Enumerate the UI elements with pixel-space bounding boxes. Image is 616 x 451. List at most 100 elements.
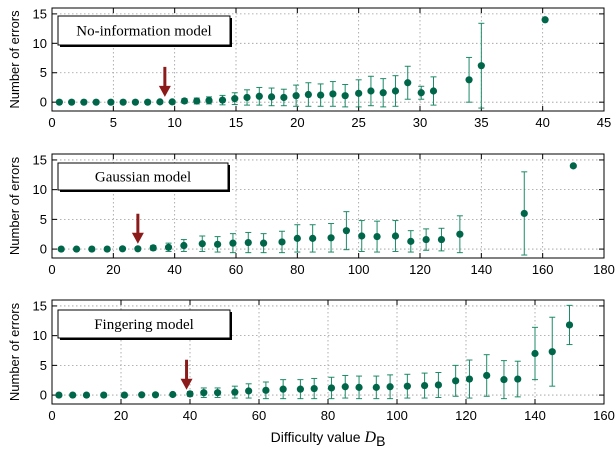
- data-point: [309, 234, 317, 242]
- x-tick-label: 40: [535, 115, 549, 130]
- x-tick-label: 25: [351, 115, 365, 130]
- x-tick-label: 180: [593, 262, 615, 277]
- data-point: [296, 385, 304, 393]
- data-point: [149, 244, 157, 252]
- data-point: [82, 391, 91, 399]
- data-point: [55, 391, 63, 399]
- data-point: [565, 321, 574, 329]
- data-point: [120, 391, 129, 399]
- y-axis-label: Number of errors: [7, 10, 22, 109]
- data-point: [452, 377, 460, 385]
- x-tick-label: 100: [386, 408, 408, 423]
- data-point: [92, 98, 100, 106]
- data-point: [267, 93, 276, 101]
- axes-frame: [51, 7, 605, 112]
- y-tick-label: 0: [40, 242, 47, 257]
- data-point: [244, 238, 252, 247]
- data-point: [514, 375, 522, 383]
- data-point: [245, 387, 253, 395]
- data-point: [355, 383, 363, 391]
- data-point: [164, 243, 173, 251]
- data-point: [103, 245, 111, 253]
- data-point: [520, 209, 528, 218]
- y-tick-label: 5: [40, 212, 47, 227]
- model-label: Fingering model: [94, 317, 194, 333]
- label-box: [57, 15, 231, 46]
- data-point: [243, 93, 251, 102]
- data-point: [260, 239, 268, 247]
- data-point: [107, 98, 115, 106]
- data-point: [292, 92, 300, 100]
- x-tick-label: 40: [167, 262, 181, 277]
- data-point: [68, 98, 76, 106]
- x-tick-label: 100: [348, 262, 370, 277]
- y-tick-label: 15: [33, 298, 47, 313]
- data-point: [355, 89, 363, 97]
- data-point: [310, 384, 318, 393]
- data-point: [57, 245, 65, 253]
- x-tick-label: 20: [114, 408, 128, 423]
- x-axis-label: Difficulty value DB: [271, 429, 386, 449]
- data-point: [293, 234, 301, 242]
- x-tick-label: 45: [597, 115, 611, 130]
- model-label: No-information model: [76, 24, 211, 40]
- data-point: [341, 92, 349, 100]
- data-point: [278, 238, 286, 246]
- model-label: Gaussian model: [95, 170, 191, 186]
- data-point: [391, 232, 400, 240]
- data-point: [214, 240, 222, 248]
- data-point: [386, 383, 394, 391]
- threshold-arrow-head: [131, 232, 144, 244]
- data-point: [429, 87, 438, 95]
- y-tick-label: 15: [33, 6, 47, 21]
- label-box: [57, 162, 229, 191]
- data-point: [151, 391, 160, 399]
- data-point: [342, 227, 350, 235]
- x-tick-label: 40: [183, 408, 197, 423]
- data-point: [407, 237, 415, 245]
- panel-1: 0 5 10 15 20 25 30 35 40 45 0 5 10 15 Number of errors…: [7, 6, 611, 130]
- data-point: [205, 96, 213, 105]
- x-tick-label: 80: [321, 408, 335, 423]
- data-point: [569, 162, 577, 170]
- data-point: [421, 381, 429, 390]
- data-point: [119, 98, 127, 106]
- data-point: [465, 375, 474, 383]
- data-point: [456, 230, 464, 238]
- data-point: [262, 386, 270, 394]
- data-point: [180, 241, 188, 250]
- data-point: [144, 98, 152, 106]
- data-point: [373, 233, 381, 241]
- data-point: [541, 16, 549, 24]
- data-point: [218, 96, 227, 104]
- y-tick-label: 10: [33, 328, 47, 343]
- x-tick-label: 10: [167, 115, 181, 130]
- x-tick-label: 160: [593, 408, 615, 423]
- x-tick-label: 20: [290, 115, 304, 130]
- data-point: [229, 239, 237, 247]
- x-tick-label: 120: [409, 262, 431, 277]
- data-point: [156, 98, 164, 106]
- x-tick-label: 60: [252, 408, 266, 423]
- y-tick-label: 5: [40, 358, 47, 373]
- x-tick-label: 0: [48, 115, 55, 130]
- data-point: [193, 97, 201, 105]
- x-tick-label: 60: [229, 262, 243, 277]
- data-point: [500, 376, 508, 384]
- threshold-arrow-head: [158, 85, 171, 97]
- data-point: [434, 381, 442, 389]
- y-axis-label: Number of errors: [7, 302, 22, 401]
- data-point: [186, 390, 194, 398]
- data-point: [88, 245, 96, 253]
- data-point: [118, 245, 127, 253]
- data-point: [391, 87, 400, 95]
- data-point: [317, 91, 325, 99]
- data-point: [329, 90, 337, 98]
- data-point: [255, 92, 263, 100]
- y-tick-label: 5: [40, 65, 47, 80]
- data-point: [280, 93, 288, 102]
- x-tick-label: 15: [229, 115, 243, 130]
- data-point: [180, 97, 189, 105]
- panel-2: 0 20 40 60 80 100 120 140 160 180 0 5 10 15 Number of …: [7, 152, 615, 277]
- y-tick-label: 15: [33, 152, 47, 167]
